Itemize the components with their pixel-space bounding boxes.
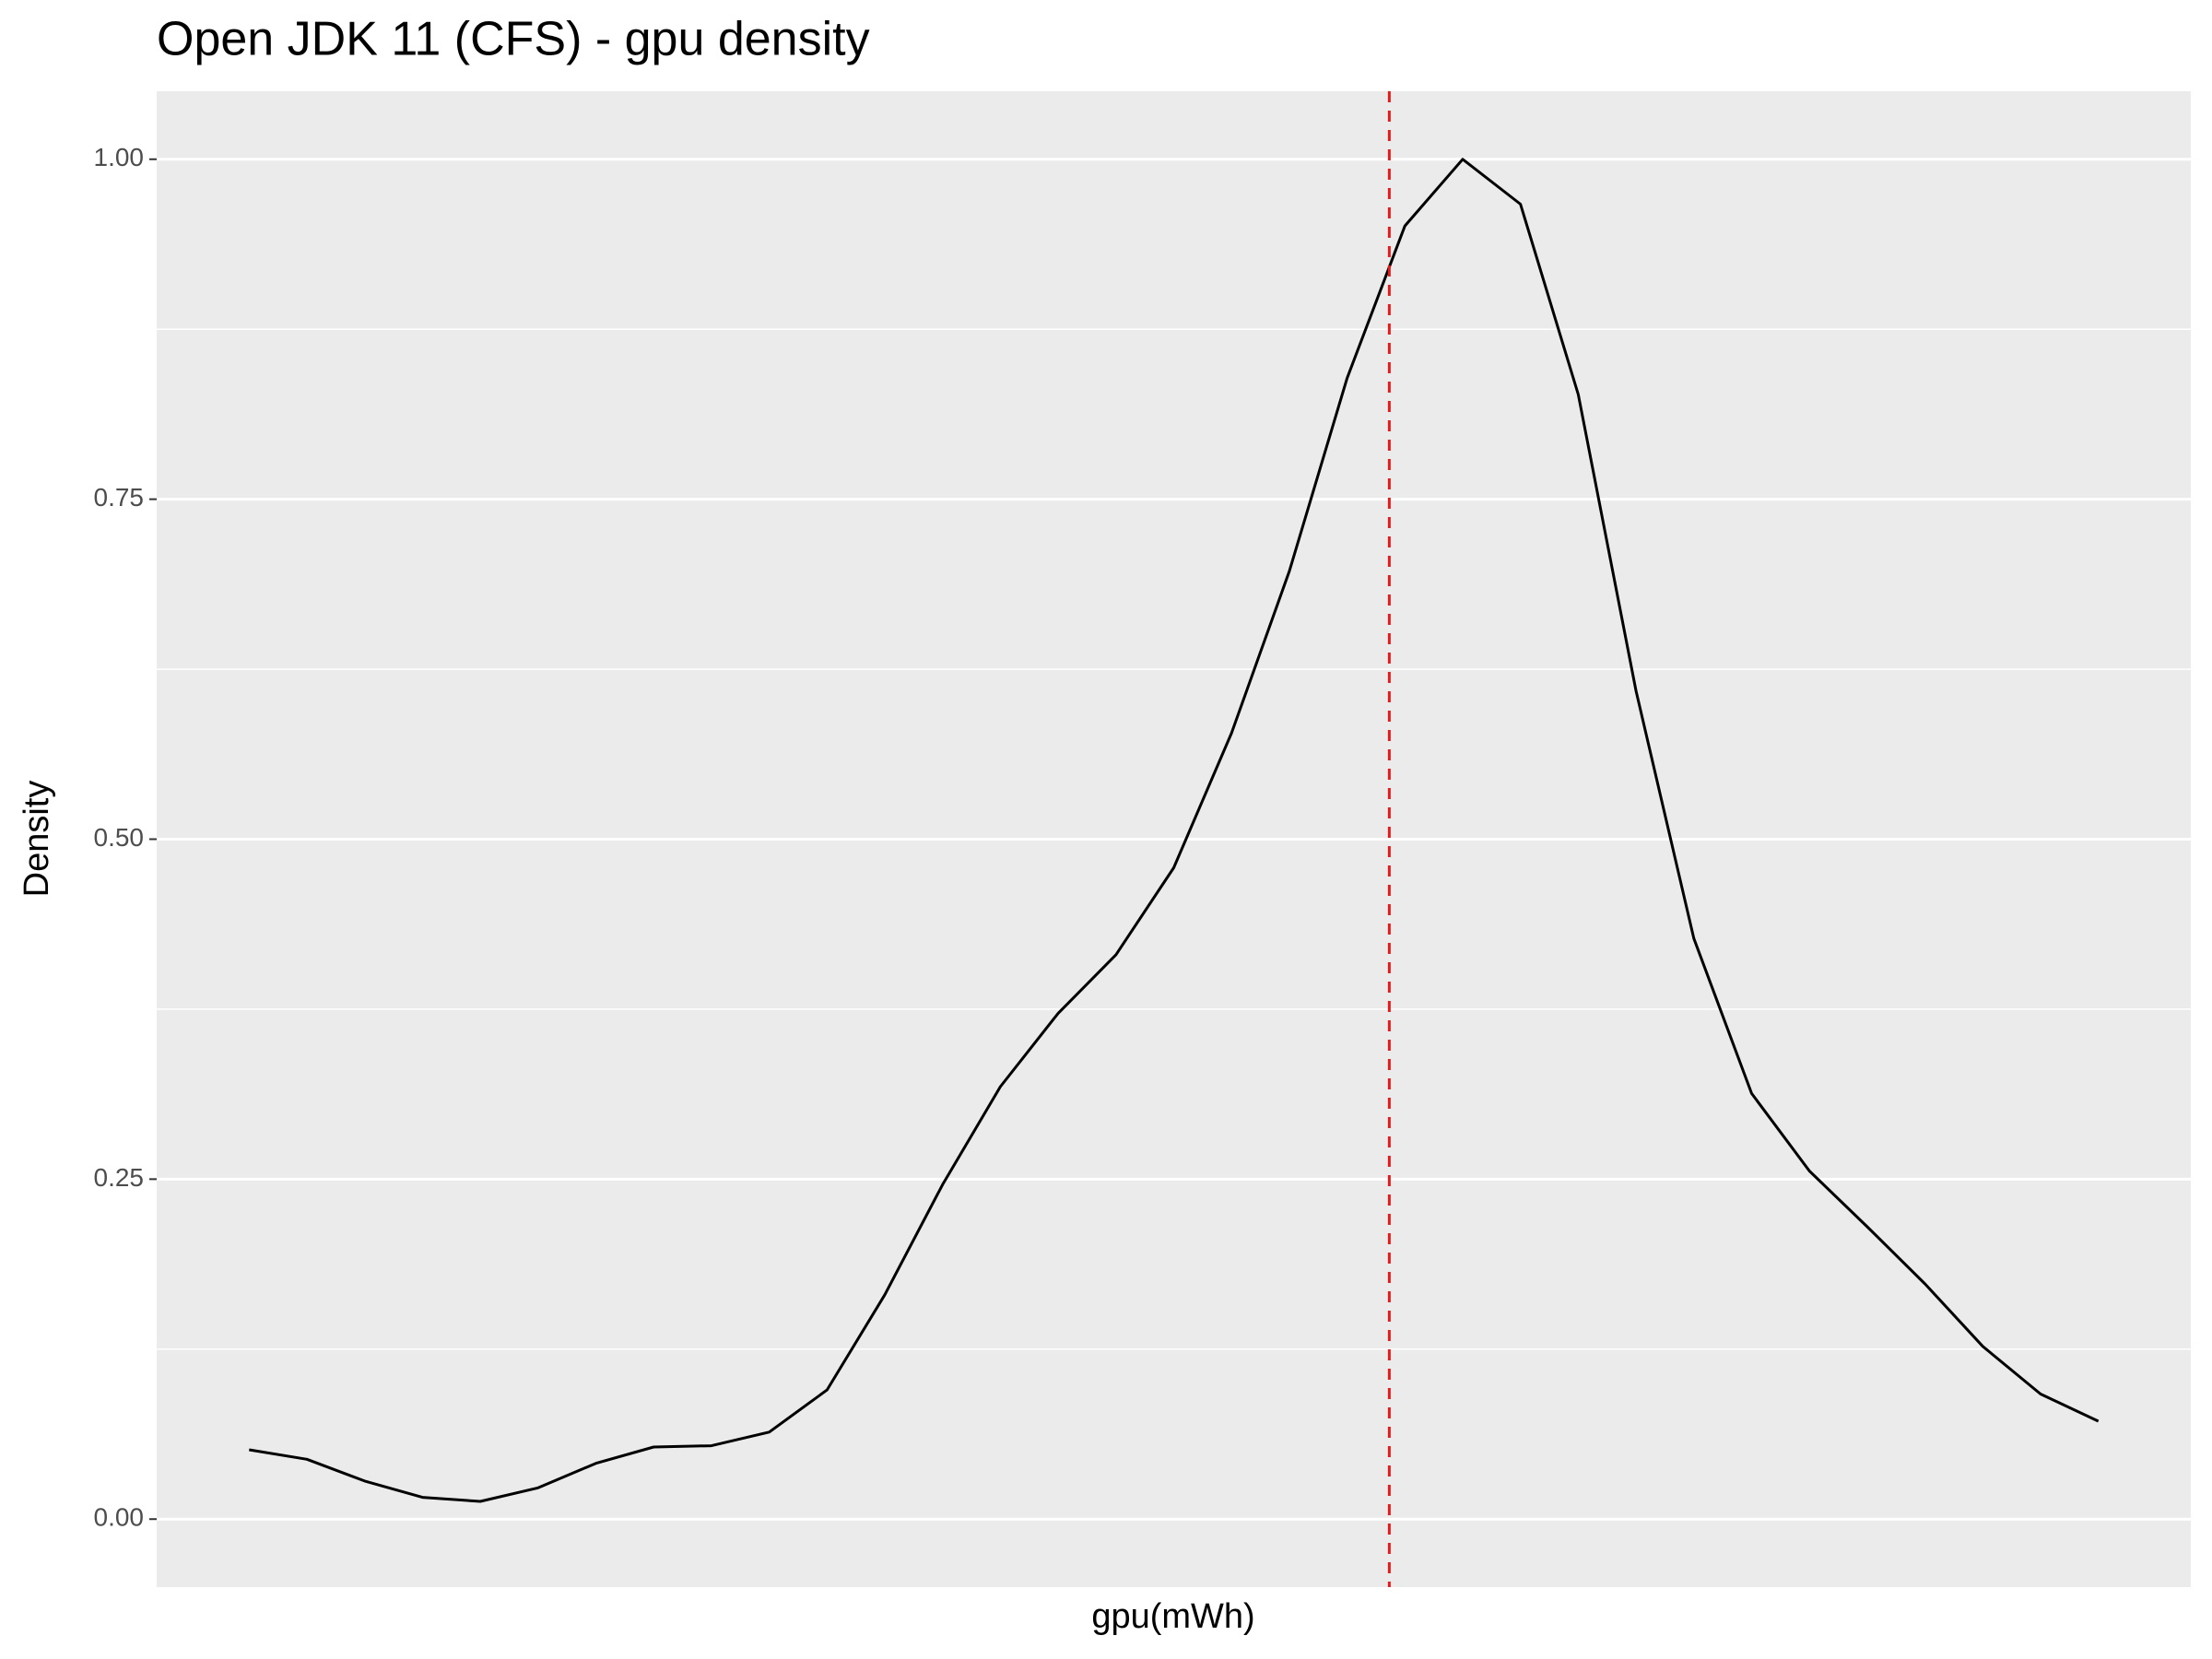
y-tick-label: 0.75	[94, 483, 145, 512]
y-axis-title: Density	[18, 781, 56, 898]
density-line	[249, 158, 2100, 1503]
chart-title: Open JDK 11 (CFS) - gpu density	[157, 13, 870, 66]
y-tick-label: 1.00	[94, 143, 145, 171]
y-tick-label: 0.25	[94, 1163, 145, 1192]
y-tick-label: 0.00	[94, 1503, 145, 1532]
x-axis-title: gpu(mWh)	[1091, 1597, 1254, 1636]
y-tick-label: 0.50	[94, 823, 145, 852]
